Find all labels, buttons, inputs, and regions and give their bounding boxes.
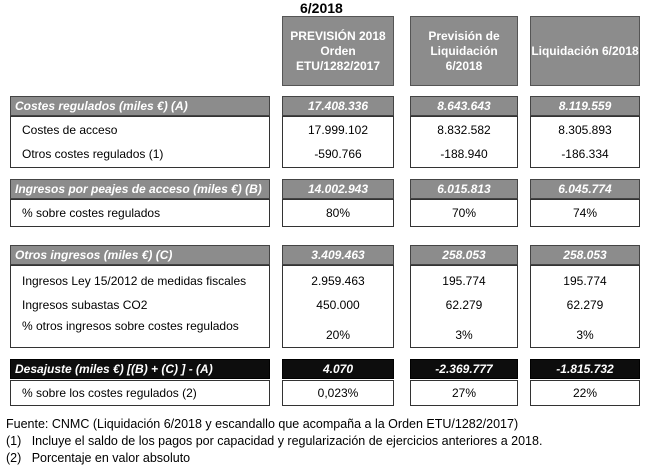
section-ingresos-value-prevision-2018: 14.002.943 [282, 179, 394, 199]
row-label: % sobre costes regulados [22, 206, 161, 220]
section-costes-value-prevision-2018: 17.408.336 [282, 96, 394, 116]
section-ingresos-header: Ingresos por peajes de acceso (miles €) … [10, 179, 270, 199]
row-value: 22% [572, 386, 598, 400]
section-costes-value-liquidacion: 8.119.559 [530, 96, 640, 116]
section-desajuste-value-prevision-2018: 4.070 [282, 359, 394, 379]
row-value: 74% [572, 206, 598, 220]
section-label: Ingresos por peajes de acceso (miles €) … [15, 182, 262, 196]
row-label: % otros ingresos sobre costes regulados [22, 319, 239, 333]
section-desajuste-col1-box [282, 380, 394, 406]
row-label: Ingresos Ley 15/2012 de medidas fiscales [22, 274, 247, 288]
row-value: 0,023% [317, 386, 359, 400]
section-otros-header: Otros ingresos (miles €) (C) [10, 245, 270, 265]
section-costes-col2-box [410, 116, 518, 168]
row-value: 3% [576, 328, 594, 342]
footnote-source: Fuente: CNMC (Liquidación 6/2018 y escan… [6, 417, 519, 431]
section-ingresos-col2-box [410, 199, 518, 227]
section-ingresos-col3-box [530, 199, 640, 227]
col-header-prevision-liquidacion: Previsión de Liquidación 6/2018 [410, 16, 518, 86]
section-otros-value-prevision-2018: 3.409.463 [282, 245, 394, 265]
col-header-label: Liquidación 6/2018 [531, 43, 639, 58]
row-value: 8.832.582 [437, 123, 491, 137]
section-costes-col1-box [282, 116, 394, 168]
footnote-1: (1) Incluye el saldo de los pagos por ca… [6, 434, 543, 448]
section-otros-col2-box [410, 265, 518, 348]
section-costes-label-box [10, 116, 270, 168]
section-label: Costes regulados (miles €) (A) [15, 99, 188, 113]
section-desajuste-col2-box [410, 380, 518, 406]
row-value: 80% [325, 206, 351, 220]
section-otros-value-prevision-liq: 258.053 [410, 245, 518, 265]
row-value: 195.774 [442, 274, 486, 288]
row-value: 450.000 [316, 298, 360, 312]
row-value: 8.305.893 [558, 123, 612, 137]
section-desajuste-col3-box [530, 380, 640, 406]
section-otros-label-box [10, 265, 270, 348]
col-header-liquidacion: Liquidación 6/2018 [530, 16, 640, 86]
row-value: 17.999.102 [307, 123, 369, 137]
col-header-prevision-2018: PREVISIÓN 2018 Orden ETU/1282/2017 [282, 16, 394, 86]
row-label: Otros costes regulados (1) [22, 147, 164, 161]
row-value: 27% [451, 386, 477, 400]
row-value: -186.334 [561, 147, 609, 161]
section-costes-header: Costes regulados (miles €) (A) [10, 96, 270, 116]
row-label: Ingresos subastas CO2 [22, 298, 148, 312]
section-otros-col3-box [530, 265, 640, 348]
row-value: 62.279 [445, 298, 483, 312]
footnote-2: (2) Porcentaje en valor absoluto [6, 451, 191, 465]
section-label: Desajuste (miles €) [(B) + (C) ] - (A) [15, 362, 213, 376]
section-ingresos-value-liquidacion: 6.045.774 [530, 179, 640, 199]
section-costes-col3-box [530, 116, 640, 168]
row-value: -590.766 [314, 147, 362, 161]
section-desajuste-label-box [10, 380, 270, 406]
col-header-label: Previsión de Liquidación 6/2018 [428, 28, 500, 73]
row-value: -188.940 [440, 147, 488, 161]
row-value: 3% [455, 328, 473, 342]
section-costes-value-prevision-liq: 8.643.643 [410, 96, 518, 116]
section-ingresos-col1-box [282, 199, 394, 227]
section-ingresos-label-box [10, 199, 270, 227]
row-label: % sobre los costes regulados (2) [22, 386, 197, 400]
table-title: 6/2018 [300, 0, 343, 16]
row-value: 20% [325, 328, 351, 342]
section-desajuste-header: Desajuste (miles €) [(B) + (C) ] - (A) [10, 359, 270, 379]
row-label: Costes de acceso [22, 123, 118, 137]
section-otros-col1-box [282, 265, 394, 348]
col-header-label: PREVISIÓN 2018 Orden ETU/1282/2017 [290, 28, 386, 73]
row-value: 62.279 [566, 298, 604, 312]
section-desajuste-value-prevision-liq: -2.369.777 [410, 359, 518, 379]
section-ingresos-value-prevision-liq: 6.015.813 [410, 179, 518, 199]
row-value: 195.774 [563, 274, 607, 288]
row-value: 70% [451, 206, 477, 220]
section-label: Otros ingresos (miles €) (C) [15, 248, 173, 262]
row-value: 2.959.463 [311, 274, 365, 288]
section-desajuste-value-liquidacion: -1.815.732 [530, 359, 640, 379]
section-otros-value-liquidacion: 258.053 [530, 245, 640, 265]
